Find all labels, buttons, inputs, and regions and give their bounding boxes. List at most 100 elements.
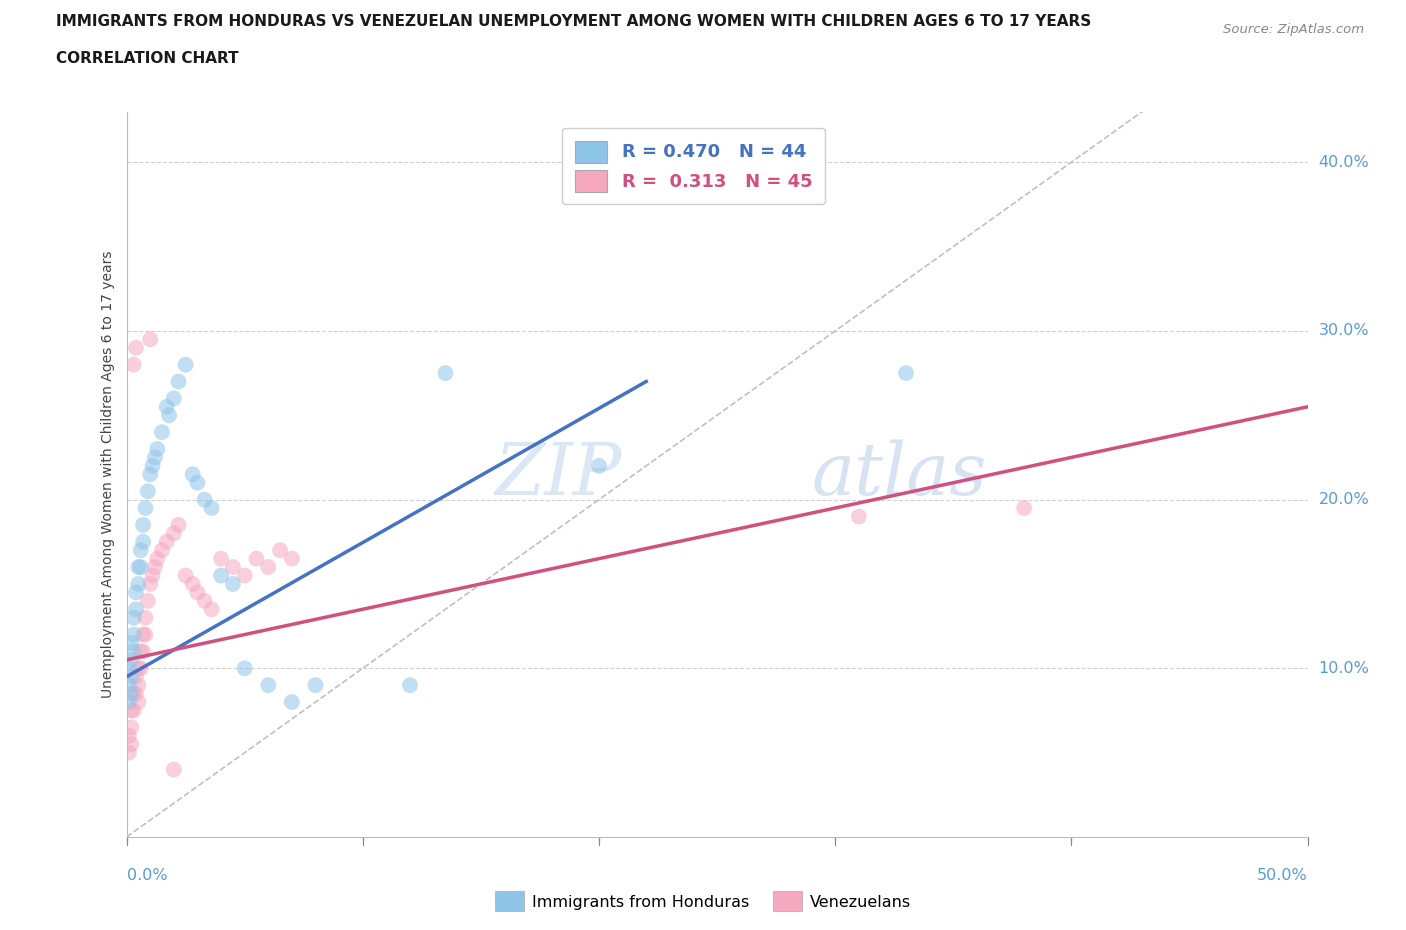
Point	[120, 635, 142, 650]
Point	[399, 678, 422, 693]
Point	[141, 568, 163, 583]
Point	[132, 517, 155, 532]
Point	[141, 458, 163, 473]
Point	[150, 425, 173, 440]
Legend: R = 0.470   N = 44, R =  0.313   N = 45: R = 0.470 N = 44, R = 0.313 N = 45	[562, 128, 825, 205]
Point	[125, 602, 148, 617]
Point	[122, 357, 145, 372]
Point	[134, 500, 156, 515]
Point	[136, 484, 159, 498]
Point	[257, 678, 280, 693]
Point	[143, 450, 166, 465]
Point	[209, 568, 232, 583]
Point	[120, 720, 142, 735]
Text: IMMIGRANTS FROM HONDURAS VS VENEZUELAN UNEMPLOYMENT AMONG WOMEN WITH CHILDREN AG: IMMIGRANTS FROM HONDURAS VS VENEZUELAN U…	[56, 14, 1091, 29]
Point	[174, 357, 197, 372]
Point	[167, 517, 190, 532]
Point	[122, 644, 145, 658]
Point	[120, 653, 142, 668]
Point	[848, 509, 870, 524]
Point	[139, 332, 162, 347]
Point	[233, 661, 256, 676]
Point	[245, 551, 267, 566]
Point	[434, 365, 457, 380]
Point	[132, 535, 155, 550]
Y-axis label: Unemployment Among Women with Children Ages 6 to 17 years: Unemployment Among Women with Children A…	[101, 250, 115, 698]
Point	[222, 577, 245, 591]
Text: CORRELATION CHART: CORRELATION CHART	[56, 51, 239, 66]
Text: ZIP: ZIP	[495, 439, 623, 510]
Point	[127, 678, 149, 693]
Point	[150, 543, 173, 558]
Legend: Immigrants from Honduras, Venezuelans: Immigrants from Honduras, Venezuelans	[489, 885, 917, 917]
Point	[132, 644, 155, 658]
Point	[193, 593, 215, 608]
Point	[134, 627, 156, 642]
Point	[125, 340, 148, 355]
Point	[129, 661, 152, 676]
Point	[125, 686, 148, 701]
Text: atlas: atlas	[811, 439, 987, 510]
Point	[129, 644, 152, 658]
Point	[122, 610, 145, 625]
Point	[588, 458, 610, 473]
Point	[127, 661, 149, 676]
Point	[186, 475, 208, 490]
Point	[129, 543, 152, 558]
Point	[257, 560, 280, 575]
Point	[132, 627, 155, 642]
Point	[167, 374, 190, 389]
Point	[129, 560, 152, 575]
Point	[118, 695, 141, 710]
Point	[120, 737, 142, 751]
Point	[233, 568, 256, 583]
Point	[125, 670, 148, 684]
Point	[136, 593, 159, 608]
Point	[156, 399, 179, 414]
Point	[127, 577, 149, 591]
Point	[122, 627, 145, 642]
Point	[200, 500, 222, 515]
Point	[118, 745, 141, 760]
Text: Source: ZipAtlas.com: Source: ZipAtlas.com	[1223, 23, 1364, 36]
Point	[125, 585, 148, 600]
Point	[156, 535, 179, 550]
Point	[146, 442, 169, 457]
Point	[186, 585, 208, 600]
Point	[120, 670, 142, 684]
Point	[139, 577, 162, 591]
Point	[139, 467, 162, 482]
Point	[222, 560, 245, 575]
Text: 20.0%: 20.0%	[1319, 492, 1369, 507]
Point	[157, 408, 180, 423]
Point	[122, 703, 145, 718]
Point	[120, 703, 142, 718]
Point	[181, 467, 204, 482]
Point	[122, 686, 145, 701]
Point	[894, 365, 917, 380]
Point	[304, 678, 326, 693]
Point	[127, 560, 149, 575]
Point	[163, 391, 186, 405]
Point	[143, 560, 166, 575]
Point	[118, 678, 141, 693]
Point	[134, 610, 156, 625]
Point	[120, 686, 142, 701]
Point	[193, 492, 215, 507]
Point	[281, 551, 304, 566]
Point	[174, 568, 197, 583]
Text: 0.0%: 0.0%	[127, 868, 167, 883]
Point	[163, 525, 186, 540]
Text: 40.0%: 40.0%	[1319, 154, 1369, 169]
Point	[269, 543, 291, 558]
Text: 10.0%: 10.0%	[1319, 661, 1369, 676]
Point	[209, 551, 232, 566]
Point	[118, 661, 141, 676]
Text: 50.0%: 50.0%	[1257, 868, 1308, 883]
Point	[163, 762, 186, 777]
Point	[281, 695, 304, 710]
Point	[146, 551, 169, 566]
Point	[200, 602, 222, 617]
Point	[127, 695, 149, 710]
Text: 30.0%: 30.0%	[1319, 324, 1369, 339]
